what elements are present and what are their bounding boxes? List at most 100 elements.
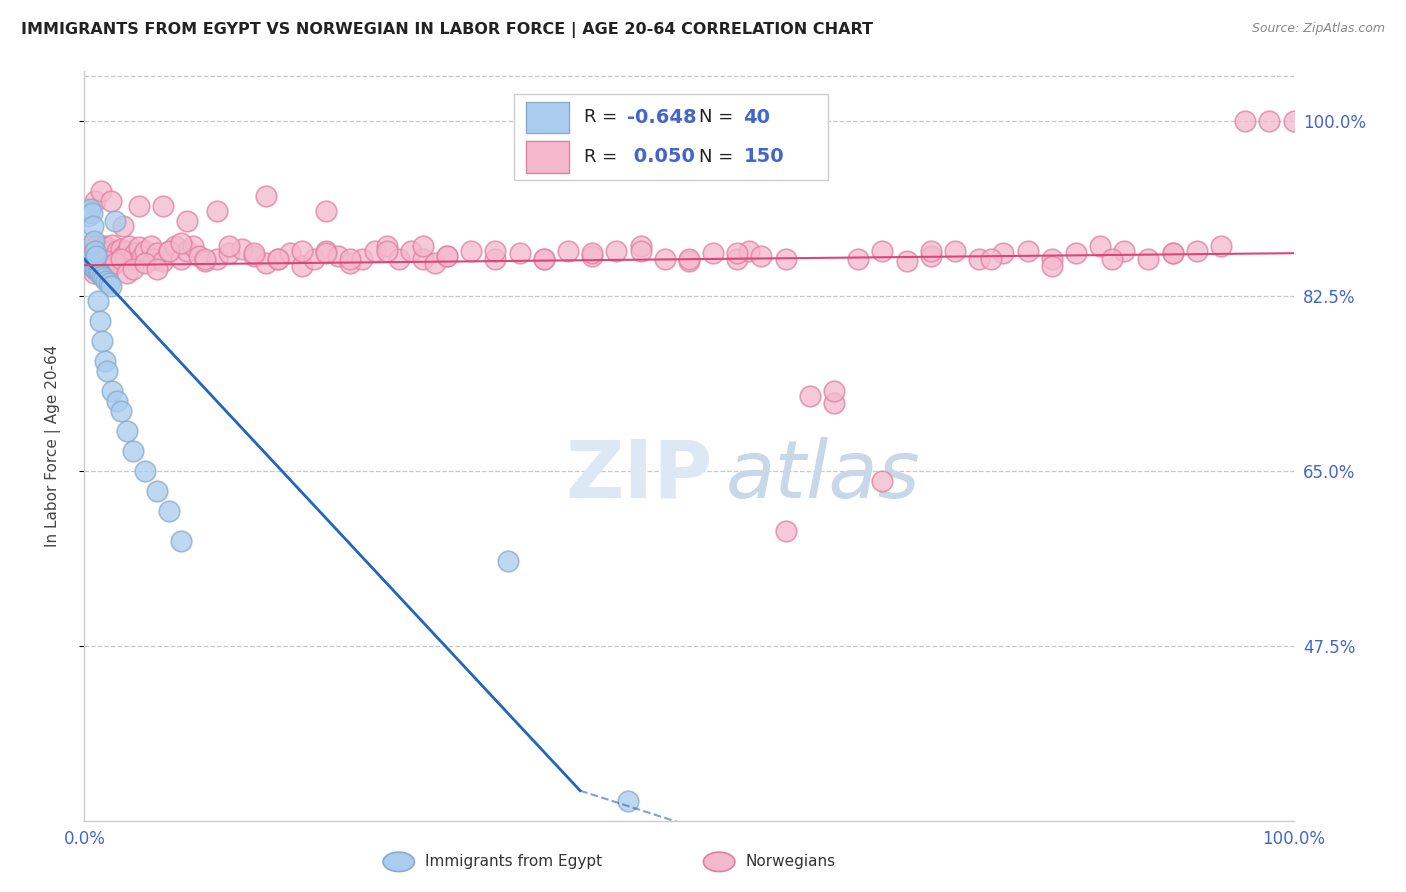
Point [101,238,124,252]
Point [104,249,127,263]
Point [775,252,797,267]
Point [738,244,761,259]
Point [725,252,748,267]
Point [176,244,198,259]
Point [654,252,676,267]
Point [115,244,138,259]
Point [91,334,114,348]
Point [920,249,942,263]
Point [79,239,101,253]
Point [231,242,253,256]
Point [605,244,627,259]
Point [254,256,277,270]
Point [267,252,290,267]
Point [678,252,700,267]
Point [94,254,117,268]
Point [91,269,114,284]
Point [630,244,652,259]
Point [105,244,128,259]
Text: ZIP: ZIP [565,437,713,515]
Text: -0.648: -0.648 [627,108,697,127]
Point [86,249,108,263]
Point [115,266,138,280]
Point [181,239,204,253]
Point [1088,239,1111,253]
Point [194,252,217,267]
Point [79,249,101,263]
Text: atlas: atlas [725,437,920,515]
Point [97,249,120,263]
Point [920,244,942,259]
Point [79,202,101,217]
Point [86,263,108,277]
Point [146,483,169,498]
Point [118,239,141,253]
Point [176,214,198,228]
Point [82,236,104,251]
Point [94,246,117,260]
Point [110,404,132,418]
Point [90,249,112,263]
FancyBboxPatch shape [526,142,569,173]
Point [412,252,434,267]
Point [100,244,122,259]
Point [112,249,135,263]
Point [121,444,143,458]
Point [872,244,894,259]
Point [84,244,107,259]
Point [254,189,277,203]
Point [328,249,350,263]
Point [96,364,118,378]
Point [79,256,101,270]
Point [557,244,579,259]
Circle shape [703,852,735,871]
Point [1040,252,1063,267]
Point [1040,259,1063,273]
Point [84,244,107,259]
Text: 40: 40 [744,108,770,127]
Point [375,244,398,259]
Point [86,294,108,309]
Point [218,239,240,253]
Point [105,394,128,409]
Point [218,246,240,260]
Point [315,246,337,260]
Point [484,252,506,267]
Point [1137,252,1160,267]
FancyBboxPatch shape [526,102,569,133]
Point [83,266,105,280]
Point [291,244,314,259]
Point [533,252,555,267]
Point [87,246,110,260]
Point [1282,114,1305,128]
Point [93,239,115,253]
Point [799,389,821,403]
Point [157,504,180,518]
Point [352,252,374,267]
Point [980,252,1002,267]
Point [278,246,301,260]
Point [630,239,652,253]
Point [872,474,894,488]
Point [152,254,174,268]
Point [1064,246,1087,260]
Point [100,194,122,209]
Point [165,239,187,253]
Point [1209,239,1232,253]
Point [267,252,290,267]
Point [823,384,845,398]
Point [242,246,264,260]
Point [363,244,385,259]
Point [84,194,107,209]
Point [533,252,555,267]
Text: Norwegians: Norwegians [745,855,837,870]
Point [1114,244,1136,259]
Point [87,256,110,270]
Point [84,262,107,277]
Point [484,244,506,259]
Point [943,244,966,259]
Point [207,204,229,219]
Text: R =: R = [583,108,623,126]
Point [846,252,869,267]
Point [80,206,103,220]
